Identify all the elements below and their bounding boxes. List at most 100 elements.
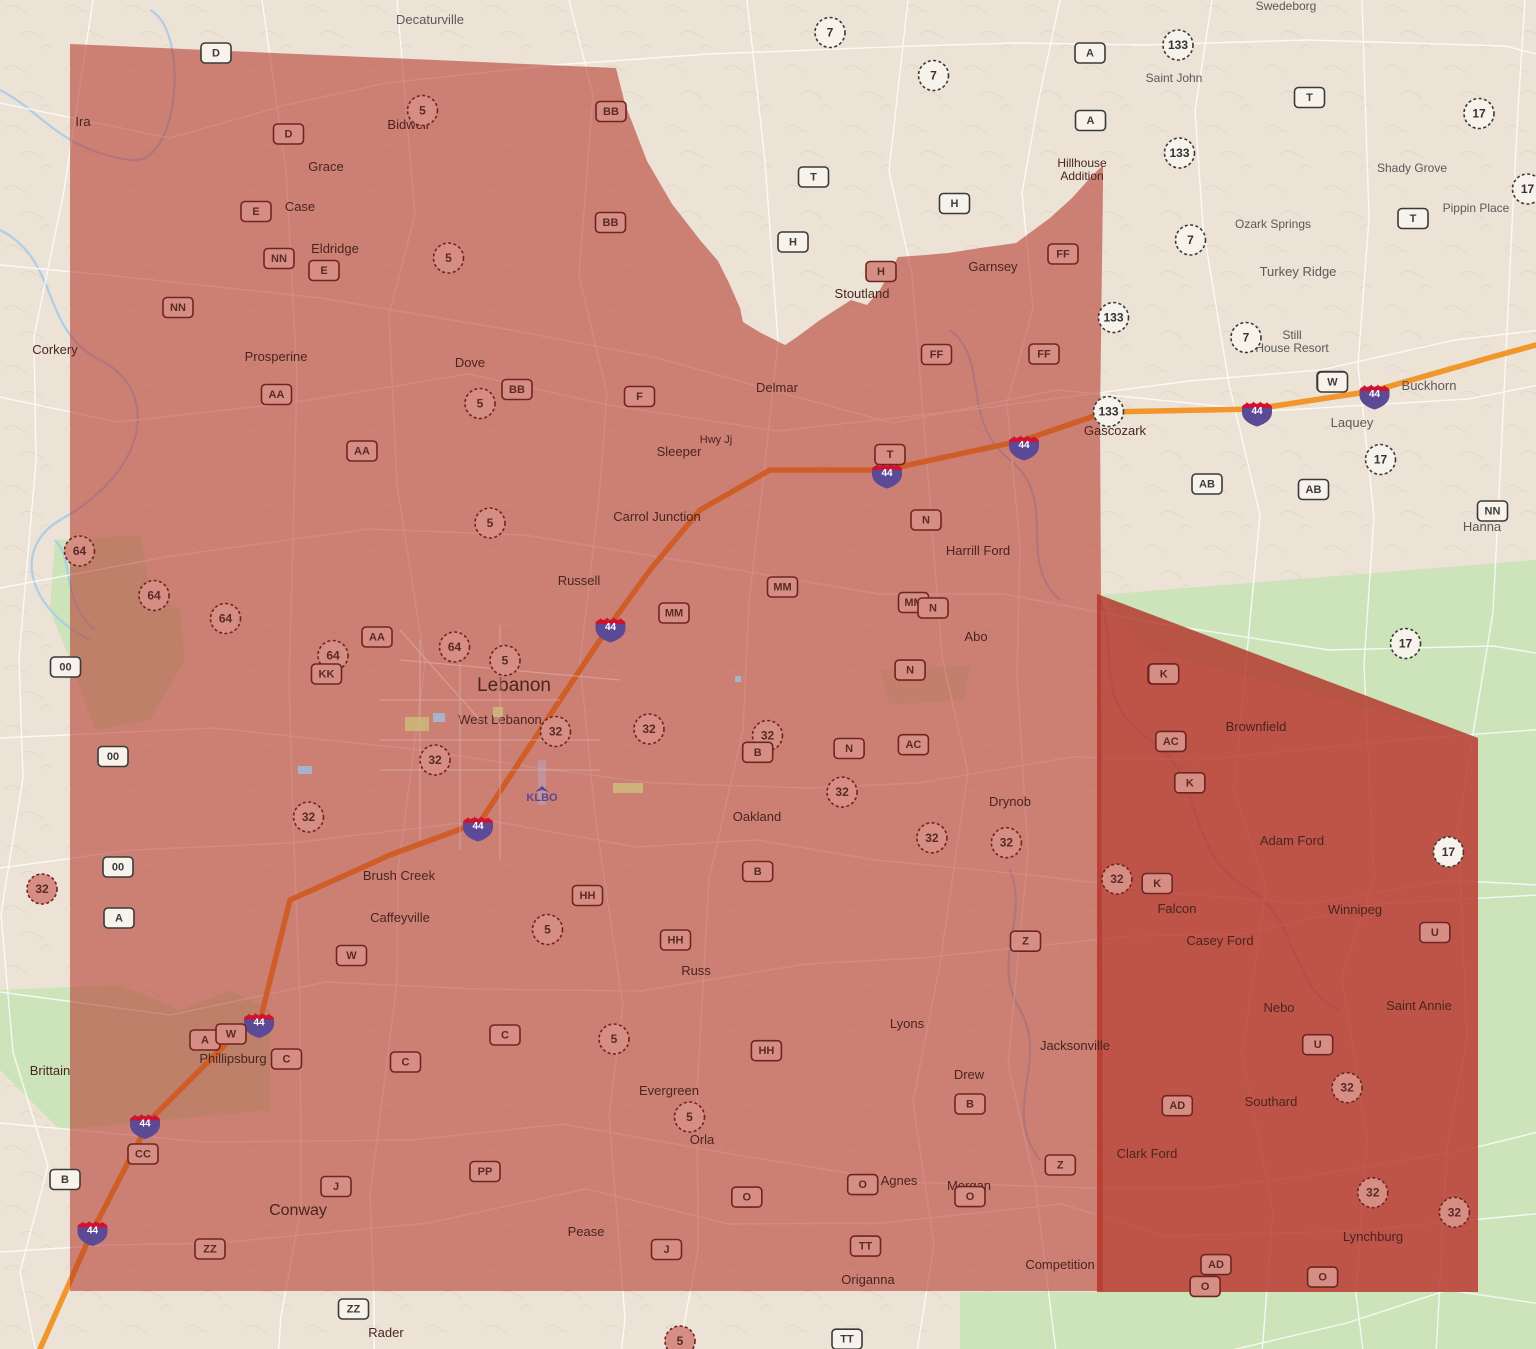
svg-text:J: J — [663, 1244, 669, 1256]
svg-text:H: H — [789, 237, 797, 249]
svg-text:W: W — [226, 1029, 237, 1041]
svg-text:O: O — [966, 1191, 975, 1203]
svg-text:B: B — [966, 1099, 974, 1111]
svg-text:7: 7 — [930, 69, 937, 83]
svg-text:O: O — [858, 1179, 867, 1191]
svg-text:BB: BB — [603, 217, 619, 229]
svg-text:5: 5 — [419, 104, 426, 118]
svg-text:U: U — [1431, 927, 1439, 939]
svg-text:5: 5 — [477, 397, 484, 411]
svg-text:AC: AC — [905, 739, 921, 751]
svg-text:B: B — [754, 866, 762, 878]
svg-text:32: 32 — [1448, 1205, 1462, 1219]
svg-text:5: 5 — [445, 251, 452, 265]
svg-text:7: 7 — [827, 26, 834, 40]
svg-text:C: C — [402, 1057, 410, 1069]
svg-text:AA: AA — [354, 446, 370, 458]
svg-text:44: 44 — [1369, 389, 1381, 400]
svg-text:17: 17 — [1399, 637, 1413, 651]
svg-text:H: H — [877, 266, 885, 278]
svg-text:AA: AA — [369, 632, 385, 644]
svg-text:A: A — [201, 1035, 209, 1047]
svg-text:BB: BB — [603, 106, 619, 118]
svg-text:32: 32 — [835, 785, 849, 799]
svg-text:AD: AD — [1208, 1259, 1224, 1271]
svg-text:D: D — [285, 129, 293, 141]
svg-text:C: C — [283, 1054, 291, 1066]
svg-text:MM: MM — [665, 608, 683, 620]
svg-text:A: A — [115, 913, 123, 925]
svg-text:T: T — [1410, 213, 1417, 225]
svg-text:17: 17 — [1442, 845, 1456, 859]
svg-text:133: 133 — [1169, 146, 1189, 160]
svg-text:D: D — [212, 48, 220, 60]
svg-text:64: 64 — [147, 589, 161, 603]
svg-text:44: 44 — [881, 468, 893, 479]
svg-text:NN: NN — [271, 253, 287, 265]
svg-text:W: W — [1327, 377, 1338, 389]
svg-text:64: 64 — [448, 640, 462, 654]
svg-text:NN: NN — [170, 302, 186, 314]
svg-text:AC: AC — [1163, 736, 1179, 748]
svg-text:32: 32 — [642, 722, 656, 736]
svg-text:E: E — [252, 206, 259, 218]
svg-text:32: 32 — [925, 831, 939, 845]
svg-text:32: 32 — [1000, 836, 1014, 850]
svg-text:7: 7 — [1187, 233, 1194, 247]
svg-text:FF: FF — [1037, 349, 1051, 361]
svg-text:FF: FF — [1056, 249, 1070, 261]
svg-text:133: 133 — [1098, 405, 1118, 419]
svg-text:AB: AB — [1306, 484, 1322, 496]
svg-text:U: U — [1314, 1039, 1322, 1051]
svg-text:HH: HH — [580, 890, 596, 902]
svg-text:64: 64 — [326, 649, 340, 663]
svg-text:5: 5 — [686, 1110, 693, 1124]
svg-text:32: 32 — [428, 753, 442, 767]
svg-text:A: A — [1086, 48, 1094, 60]
svg-text:32: 32 — [302, 810, 316, 824]
svg-text:00: 00 — [112, 862, 124, 874]
svg-text:O: O — [1318, 1272, 1327, 1284]
svg-text:B: B — [754, 747, 762, 759]
svg-text:44: 44 — [139, 1119, 151, 1130]
svg-text:C: C — [501, 1030, 509, 1042]
svg-text:CC: CC — [135, 1149, 151, 1161]
svg-text:32: 32 — [1340, 1081, 1354, 1095]
svg-text:N: N — [845, 743, 853, 755]
svg-text:O: O — [743, 1192, 752, 1204]
svg-text:T: T — [1306, 92, 1313, 104]
svg-text:44: 44 — [605, 622, 617, 633]
svg-text:ZZ: ZZ — [203, 1244, 217, 1256]
svg-text:T: T — [810, 172, 817, 184]
svg-text:O: O — [1201, 1281, 1210, 1293]
svg-text:32: 32 — [35, 882, 49, 896]
svg-text:133: 133 — [1168, 38, 1188, 52]
svg-text:NN: NN — [1485, 506, 1501, 518]
svg-text:32: 32 — [549, 725, 563, 739]
svg-text:7: 7 — [1243, 331, 1250, 345]
svg-text:K: K — [1153, 878, 1161, 890]
svg-text:44: 44 — [472, 821, 484, 832]
svg-text:5: 5 — [544, 923, 551, 937]
svg-text:44: 44 — [1018, 440, 1030, 451]
svg-text:32: 32 — [1110, 872, 1124, 886]
svg-text:T: T — [887, 449, 894, 461]
svg-text:17: 17 — [1374, 453, 1388, 467]
svg-text:5: 5 — [677, 1334, 684, 1348]
svg-text:Z: Z — [1022, 936, 1029, 948]
svg-text:133: 133 — [1103, 311, 1123, 325]
svg-text:ZZ: ZZ — [347, 1304, 361, 1316]
svg-text:KK: KK — [319, 669, 335, 681]
svg-text:17: 17 — [1472, 107, 1486, 121]
svg-text:E: E — [320, 265, 327, 277]
svg-text:HH: HH — [758, 1045, 774, 1057]
svg-text:K: K — [1160, 668, 1168, 680]
svg-text:00: 00 — [59, 662, 71, 674]
svg-text:32: 32 — [1366, 1186, 1380, 1200]
svg-text:TT: TT — [859, 1241, 873, 1253]
svg-text:BB: BB — [509, 384, 525, 396]
svg-text:32: 32 — [761, 729, 775, 743]
svg-text:44: 44 — [253, 1018, 265, 1029]
svg-text:HH: HH — [668, 935, 684, 947]
svg-text:Z: Z — [1057, 1160, 1064, 1172]
